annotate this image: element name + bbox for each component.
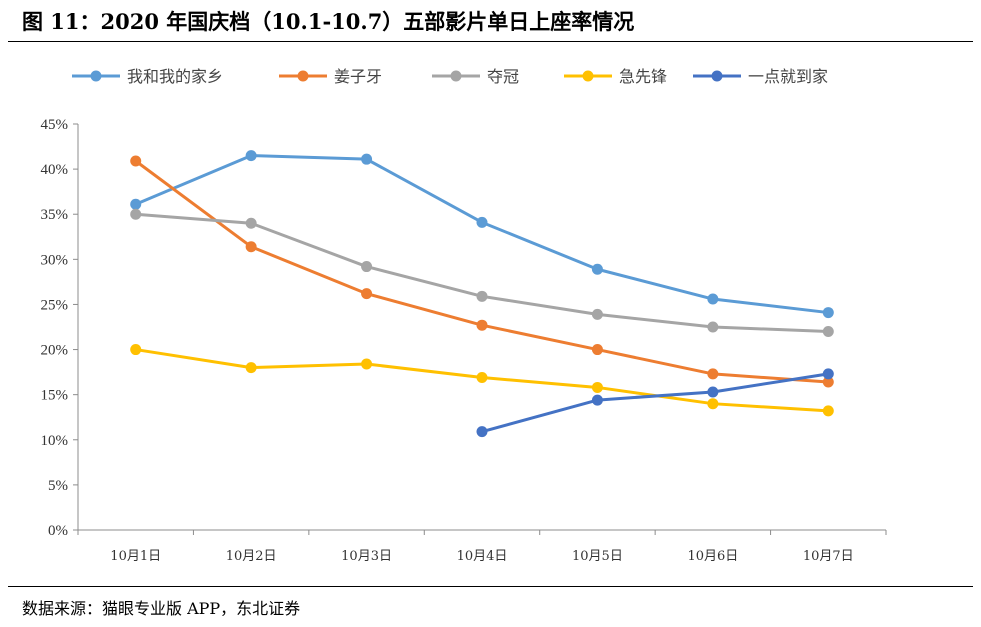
legend-label: 我和我的家乡 <box>127 67 223 86</box>
data-point <box>476 319 488 331</box>
source-note: 数据来源：猫眼专业版 APP，东北证券 <box>22 599 301 618</box>
data-point <box>361 288 373 300</box>
data-point <box>591 263 603 275</box>
legend-item: 我和我的家乡 <box>72 67 223 86</box>
data-point <box>245 362 257 374</box>
top-rule <box>8 41 973 42</box>
series-4 <box>476 368 834 438</box>
data-point <box>707 293 719 305</box>
series-line <box>480 372 830 434</box>
data-point <box>476 216 488 228</box>
series-3 <box>130 344 834 417</box>
y-tick-label: 0% <box>48 523 68 539</box>
data-point <box>245 217 257 229</box>
data-point <box>245 150 257 162</box>
data-point <box>130 344 142 356</box>
legend-item: 姜子牙 <box>279 67 382 86</box>
legend-label: 一点就到家 <box>748 67 828 86</box>
legend-swatch-marker <box>582 70 594 82</box>
bottom-rule <box>8 586 973 587</box>
data-point <box>130 155 142 167</box>
data-point <box>822 326 834 338</box>
data-point <box>130 198 142 210</box>
data-point <box>591 394 603 406</box>
y-tick-label: 5% <box>48 478 68 494</box>
series-1 <box>130 155 834 388</box>
data-point <box>245 241 257 253</box>
y-tick-label: 20% <box>41 343 69 359</box>
series-line <box>134 212 830 334</box>
data-point <box>476 372 488 384</box>
data-point <box>707 368 719 380</box>
y-tick-label: 35% <box>41 207 69 223</box>
data-point <box>361 261 373 273</box>
x-tick-label: 10月4日 <box>457 549 508 564</box>
series-line <box>134 154 830 315</box>
legend-swatch-marker <box>450 70 462 82</box>
x-tick-label: 10月3日 <box>341 549 392 564</box>
y-tick-label: 10% <box>41 433 69 449</box>
data-point <box>591 344 603 356</box>
y-axis: 0% 5% 10% 15% 20% 25% 30% 35% 40% 45% <box>41 117 79 539</box>
legend-item: 夺冠 <box>432 67 519 86</box>
x-tick-label: 10月5日 <box>572 549 623 564</box>
y-tick-label: 45% <box>41 117 69 133</box>
legend-swatch-marker <box>90 70 102 82</box>
series-2 <box>130 208 834 338</box>
data-point <box>707 386 719 398</box>
legend-label: 急先锋 <box>619 67 667 86</box>
data-point <box>822 376 834 388</box>
data-point <box>130 208 142 220</box>
data-point <box>822 307 834 319</box>
series-line <box>134 159 830 384</box>
legend-swatch-marker <box>711 70 723 82</box>
data-point <box>822 405 834 417</box>
data-point <box>476 426 488 438</box>
legend-swatch-marker <box>297 70 309 82</box>
x-tick-label: 10月6日 <box>687 549 738 564</box>
series-group <box>130 150 834 438</box>
x-tick-label: 10月2日 <box>226 549 277 564</box>
legend-item: 一点就到家 <box>693 67 828 86</box>
y-tick-label: 30% <box>41 252 69 268</box>
data-point <box>822 368 834 380</box>
y-tick-label: 15% <box>41 388 69 404</box>
data-point <box>591 308 603 320</box>
series-0 <box>130 150 834 319</box>
data-point <box>591 381 603 393</box>
data-point <box>707 398 719 410</box>
legend-item: 急先锋 <box>564 67 667 86</box>
data-point <box>707 321 719 333</box>
legend-label: 姜子牙 <box>334 67 382 86</box>
data-point <box>361 358 373 370</box>
x-tick-label: 10月1日 <box>110 549 161 564</box>
data-point <box>476 290 488 302</box>
y-tick-label: 25% <box>41 297 69 313</box>
legend-label: 夺冠 <box>487 67 519 86</box>
x-tick-label: 10月7日 <box>803 549 854 564</box>
figure-title: 图 11：2020 年国庆档（10.1-10.7）五部影片单日上座率情况 <box>22 9 635 34</box>
y-tick-label: 40% <box>41 162 69 178</box>
legend: 我和我的家乡 姜子牙 夺冠 急先锋 一点就到家 <box>72 67 828 86</box>
data-point <box>361 153 373 165</box>
x-axis: 10月1日 10月2日 10月3日 10月4日 10月5日 10月6日 10月7日 <box>77 529 887 564</box>
